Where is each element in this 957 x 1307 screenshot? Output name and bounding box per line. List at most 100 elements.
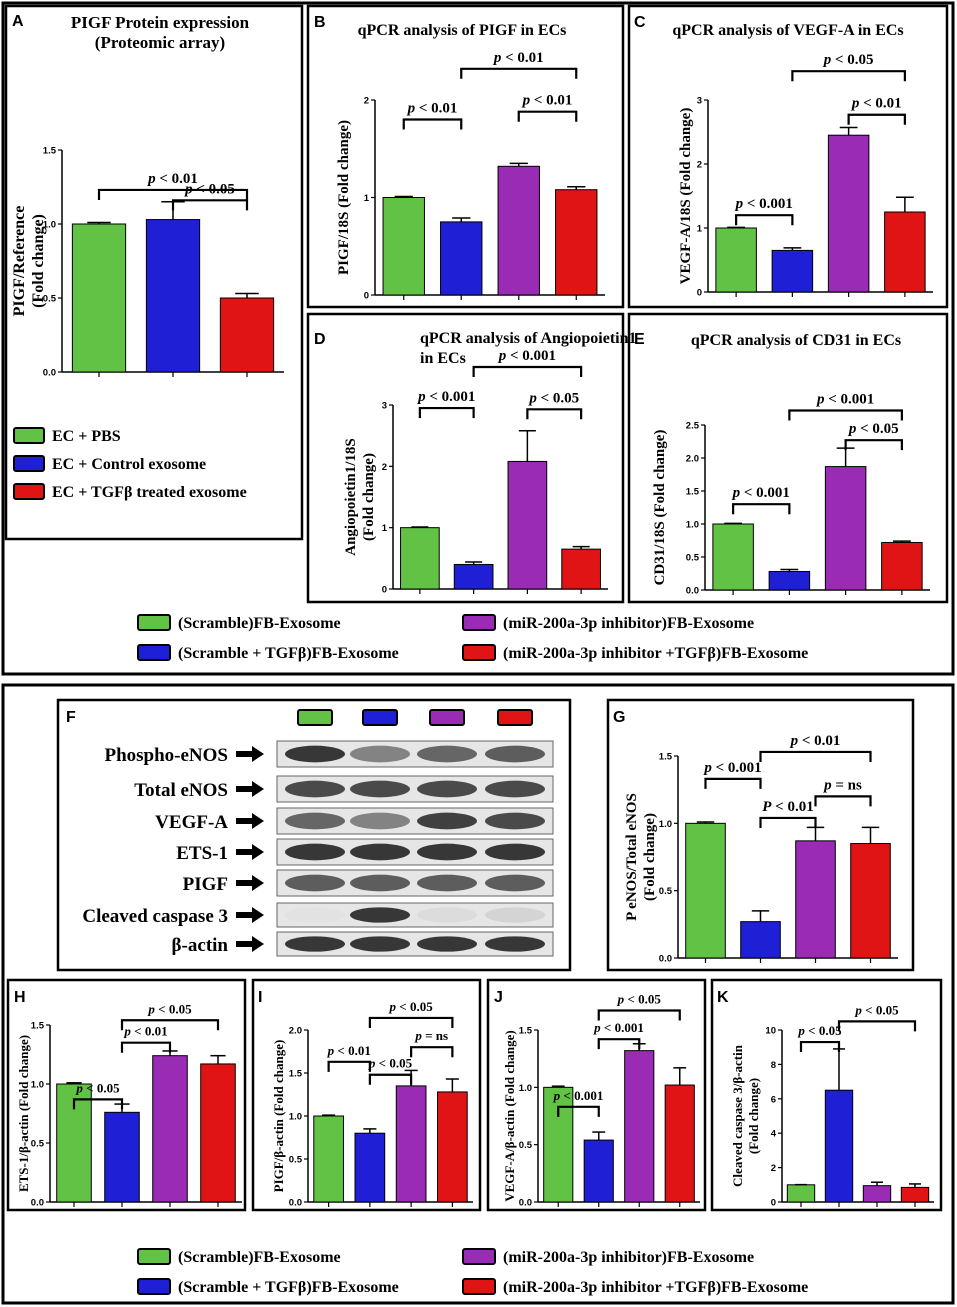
significance-bracket: [418, 406, 475, 419]
panel-letter: C: [634, 14, 646, 31]
y-axis-label: (Fold change): [642, 813, 658, 901]
y-tick-label: 6: [771, 1094, 776, 1105]
y-tick-label: 0.5: [289, 1155, 303, 1166]
legend-swatch-green: [137, 1248, 171, 1265]
western-blot: F Phospho-eNOS Total eNOS VEGF-A ETS-1 PIGF Cl…: [66, 709, 554, 957]
y-tick-label: 0.0: [659, 954, 672, 965]
y-tick-label: 4: [771, 1129, 777, 1140]
y-tick-label: 1: [697, 224, 703, 235]
chart-panel-h: H ETS-1/β-actin (Fold change)0.0 0.5 1.0 1.5…: [14, 989, 242, 1209]
blot-band: [485, 780, 545, 798]
blot-band: [485, 907, 545, 923]
significance-label: p < 0.001: [731, 485, 790, 501]
blot-band: [350, 745, 410, 763]
significance-label: p < 0.05: [75, 1080, 120, 1095]
blot-band: [350, 812, 410, 830]
significance-bracket: [120, 1019, 220, 1031]
bar-purple: [152, 1055, 188, 1203]
legend-bottom: (Scramble)FB-Exosome (Scramble + TGFβ)FB-…: [137, 1248, 808, 1296]
panel-letter: A: [12, 13, 24, 30]
y-tick-label: 1: [364, 193, 370, 204]
blot-row-label: Total eNOS: [134, 780, 228, 801]
legend-swatch-green: [13, 427, 45, 444]
bar-blue: [771, 249, 814, 293]
panel-a-frame: [4, 4, 304, 541]
significance-label: p < 0.001: [593, 1020, 644, 1035]
legend-label: (miR-200a-3p inhibitor +TGFβ)FB-Exosome: [503, 1279, 808, 1296]
panel-f-frame: [56, 698, 572, 972]
bottom-section-frame: [1, 683, 955, 1305]
legend-swatch-blue: [137, 644, 171, 661]
y-tick-label: 2.5: [686, 421, 700, 432]
blot-band: [350, 780, 410, 798]
legend-swatch-purple: [462, 614, 496, 631]
panel-letter: E: [634, 331, 645, 348]
legend-label: EC + Control exosome: [52, 456, 206, 473]
significance-bracket: [844, 439, 903, 451]
significance-label: p < 0.05: [147, 1001, 192, 1016]
significance-bracket: [327, 1060, 371, 1072]
significance-label: p < 0.05: [389, 999, 434, 1014]
legend-swatch-purple: [429, 709, 465, 726]
significance-bracket: [97, 188, 249, 200]
y-tick-label: 1.0: [289, 1112, 302, 1123]
significance-label: p < 0.05: [527, 390, 579, 406]
chart-title: PIGF Protein expression: [71, 13, 250, 32]
arrow-icon: [236, 875, 264, 891]
significance-bracket: [597, 1038, 641, 1050]
y-axis-label: (Fold change): [746, 1078, 761, 1154]
significance-bracket: [791, 70, 906, 82]
panel-letter: G: [613, 709, 625, 726]
blot-band: [350, 907, 410, 923]
bar-green: [400, 527, 440, 590]
bar-red: [850, 843, 891, 959]
panel-i-frame: [251, 978, 482, 1212]
blot-band: [285, 843, 345, 861]
legend-label: EC + TGFβ treated exosome: [52, 484, 247, 501]
legend-label: (miR-200a-3p inhibitor +TGFβ)FB-Exosome: [503, 645, 808, 662]
panel-h-frame: [6, 978, 247, 1212]
significance-bracket: [171, 199, 249, 211]
y-tick-label: 3: [382, 401, 387, 412]
legend-mid: (Scramble)FB-Exosome (Scramble + TGFβ)FB-…: [137, 614, 808, 662]
bar-blue: [583, 1139, 614, 1203]
y-tick-label: 0.0: [519, 1198, 532, 1209]
y-tick-label: 1.5: [31, 1021, 45, 1032]
y-tick-label: 1.5: [659, 752, 673, 763]
significance-bracket: [759, 816, 817, 828]
y-axis-label: Cleaved caspase 3/β-actin: [730, 1044, 745, 1187]
legend-swatch-blue: [13, 455, 45, 472]
legend-label: EC + PBS: [52, 428, 121, 445]
blot-row-label: PIGF: [183, 874, 228, 895]
significance-label: p < 0.01: [521, 93, 573, 109]
significance-label: P < 0.01: [762, 799, 813, 815]
y-tick-label: 1.0: [519, 1083, 532, 1094]
y-tick-label: 2.0: [289, 1026, 302, 1037]
bar-blue: [824, 1089, 854, 1203]
panel-k-frame: [710, 978, 943, 1212]
y-tick-label: 0.5: [686, 553, 700, 564]
blot-band: [350, 874, 410, 892]
chart-title: qPCR analysis of CD31 in ECs: [691, 332, 901, 349]
significance-bracket: [120, 1041, 172, 1053]
bar-green: [786, 1184, 816, 1203]
bar-green: [313, 1115, 344, 1203]
bar-purple: [827, 134, 870, 293]
significance-label: p < 0.05: [822, 52, 874, 68]
y-axis-label: VEGF-A/β-actin (Fold change): [502, 1030, 517, 1202]
blot-band: [485, 874, 545, 892]
significance-label: p < 0.01: [850, 96, 902, 112]
legend-swatch-green: [297, 709, 333, 726]
legend-swatch-red: [13, 483, 45, 500]
y-axis-label: (Fold change): [361, 453, 377, 541]
significance-bracket: [368, 1073, 413, 1085]
top-section-frame: [1, 1, 955, 676]
y-axis-label: P eNOS/Total eNOS: [624, 793, 640, 921]
y-axis-label: Angiopoietin1/18S: [343, 438, 359, 556]
significance-bracket: [460, 67, 578, 79]
significance-bracket: [847, 113, 906, 125]
legend-swatch-red: [462, 1278, 496, 1295]
